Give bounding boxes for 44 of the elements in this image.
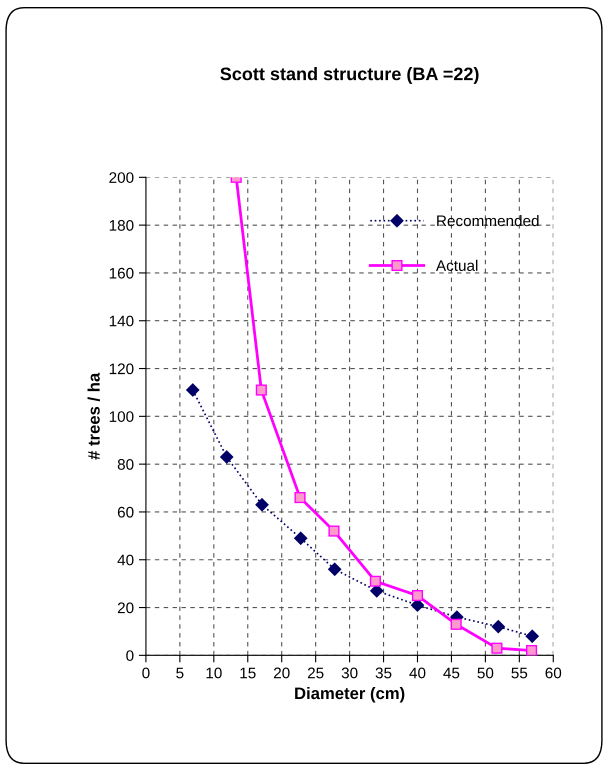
point [328, 526, 340, 537]
x-tick-label: 0 [142, 668, 150, 678]
point [294, 532, 308, 545]
point [220, 450, 234, 464]
y-tick-label: 40 [117, 554, 134, 566]
x-tick-label: 60 [546, 668, 562, 678]
y-tick-label: 20 [118, 602, 134, 614]
x-tick-label: 35 [376, 668, 392, 678]
x-tick-label: 40 [409, 668, 426, 678]
y-tick-label: 180 [110, 220, 134, 231]
y-tick-label: 160 [110, 268, 134, 279]
point [294, 492, 306, 504]
x-tick-label: 55 [511, 668, 528, 678]
chart-title: Scott stand structure (BA =22) [220, 67, 479, 84]
x-tick-label: 20 [274, 668, 290, 678]
x-tick-label: 25 [308, 668, 324, 678]
y-tick-label: 100 [110, 411, 134, 422]
y-tick-label: 140 [110, 316, 134, 326]
point [526, 630, 539, 643]
x-tick-label: 15 [240, 668, 256, 678]
y-tick-label: 120 [110, 363, 134, 374]
point [412, 590, 424, 602]
point [256, 384, 267, 396]
y-tick-label: 60 [118, 506, 134, 518]
point [255, 498, 269, 512]
x-tick-label: 50 [478, 668, 494, 678]
legend-label: Recommended [437, 214, 539, 226]
point [370, 576, 381, 587]
x-tick-label: 45 [443, 668, 460, 678]
x-tick-label: 30 [342, 668, 358, 678]
point [186, 383, 200, 397]
legend-label: Actual [436, 260, 478, 271]
point [492, 620, 505, 634]
y-tick-label: 0 [126, 650, 134, 662]
point [328, 562, 342, 576]
point [526, 645, 538, 656]
x-axis-title: Diameter (cm) [295, 686, 404, 702]
point [450, 618, 462, 630]
x-tick-label: 10 [206, 668, 222, 678]
y-tick-label: 200 [109, 172, 134, 184]
x-tick-label: 5 [176, 668, 184, 678]
y-axis-title: # trees / ha [88, 372, 100, 460]
y-tick-label: 80 [118, 459, 134, 470]
point [491, 642, 502, 654]
